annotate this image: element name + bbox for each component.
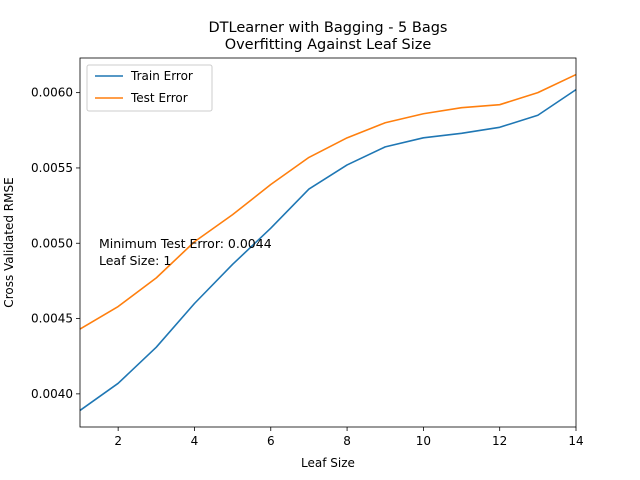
annotation-min-test-error: Minimum Test Error: 0.0044 [99, 236, 272, 251]
series-line-train-error [79, 88, 577, 412]
chart-title-line-2: Overfitting Against Leaf Size [225, 37, 432, 53]
x-tick-label: 10 [416, 434, 431, 448]
x-tick-label: 4 [191, 434, 199, 448]
x-tick-label: 12 [492, 434, 507, 448]
legend-label-train-error: Train Error [130, 69, 193, 83]
plot-area [80, 58, 576, 427]
y-tick-label: 0.0055 [31, 161, 73, 175]
y-tick-label: 0.0060 [31, 86, 73, 100]
legend-label-test-error: Test Error [130, 91, 188, 105]
series-layer [79, 73, 577, 412]
x-tick-label: 6 [267, 434, 275, 448]
x-tick-label: 14 [568, 434, 583, 448]
plot-frame [79, 57, 577, 428]
series-line-test-error [79, 73, 577, 330]
annotation-leaf-size: Leaf Size: 1 [99, 253, 171, 268]
x-axis-ticks: 2 4 6 8 10 12 14 [114, 427, 584, 448]
x-tick-label: 8 [343, 434, 351, 448]
y-tick-label: 0.0040 [31, 387, 73, 401]
chart-title-line-1: DTLearner with Bagging - 5 Bags [209, 20, 448, 36]
y-axis-label: Cross Validated RMSE [2, 177, 16, 307]
y-tick-label: 0.0045 [31, 312, 73, 326]
y-axis-ticks: 0.0040 0.0045 0.0050 0.0055 0.0060 [31, 86, 80, 401]
x-axis-label: Leaf Size [301, 456, 355, 470]
x-tick-label: 2 [114, 434, 122, 448]
y-tick-label: 0.0050 [31, 236, 73, 250]
legend: Train Error Test Error [86, 64, 213, 112]
